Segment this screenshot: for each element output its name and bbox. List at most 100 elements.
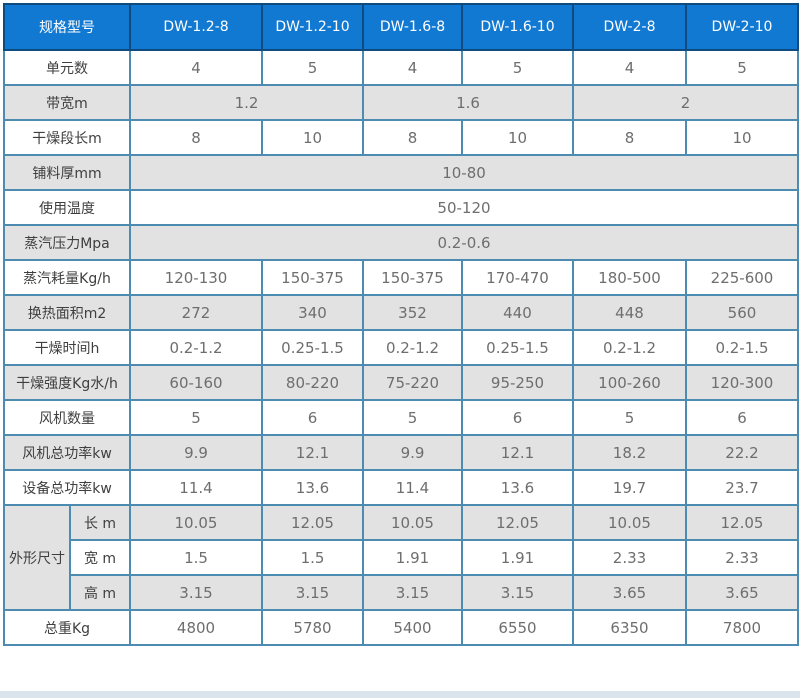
- row-fan-total-power: 风机总功率kw 9.9 12.1 9.9 12.1 18.2 22.2: [3, 434, 799, 471]
- cell: 13.6: [261, 469, 364, 506]
- cell: 5: [572, 399, 687, 436]
- cell: 0.2-1.2: [129, 329, 263, 366]
- cell: 5400: [362, 609, 463, 646]
- header-model: DW-2-10: [685, 3, 799, 51]
- cell: 352: [362, 294, 463, 331]
- row-label: 干燥段长m: [3, 119, 131, 156]
- cell: 5: [261, 49, 364, 86]
- row-label: 风机数量: [3, 399, 131, 436]
- cell: 10.05: [362, 504, 463, 541]
- row-steam-pressure: 蒸汽压力Mpa 0.2-0.6: [3, 224, 799, 261]
- cell: 5: [461, 49, 574, 86]
- cell: 75-220: [362, 364, 463, 401]
- cell: 5: [362, 399, 463, 436]
- cell: 120-300: [685, 364, 799, 401]
- cell: 9.9: [362, 434, 463, 471]
- cell: 10.05: [572, 504, 687, 541]
- row-label: 蒸汽压力Mpa: [3, 224, 131, 261]
- dimensions-group-label: 外形尺寸: [3, 504, 71, 611]
- cell: 272: [129, 294, 263, 331]
- row-total-weight: 总重Kg 4800 5780 5400 6550 6350 7800: [3, 609, 799, 646]
- cell: 6: [461, 399, 574, 436]
- cell: 0.2-1.2: [362, 329, 463, 366]
- cell: 2.33: [685, 539, 799, 576]
- header-row: 规格型号 DW-1.2-8 DW-1.2-10 DW-1.6-8 DW-1.6-…: [3, 3, 799, 51]
- cell: 100-260: [572, 364, 687, 401]
- cell: 10.05: [129, 504, 263, 541]
- cell: 8: [572, 119, 687, 156]
- cell: 1.91: [362, 539, 463, 576]
- cell: 11.4: [362, 469, 463, 506]
- cell: 4: [362, 49, 463, 86]
- row-label: 使用温度: [3, 189, 131, 226]
- cell: 1.2: [129, 84, 364, 121]
- cell: 120-130: [129, 259, 263, 296]
- cell: 9.9: [129, 434, 263, 471]
- cell: 60-160: [129, 364, 263, 401]
- cell: 560: [685, 294, 799, 331]
- row-label: 蒸汽耗量Kg/h: [3, 259, 131, 296]
- cell: 95-250: [461, 364, 574, 401]
- row-unit-count: 单元数 4 5 4 5 4 5: [3, 49, 799, 86]
- cell: 150-375: [261, 259, 364, 296]
- row-dimension-length: 外形尺寸 长 m 10.05 12.05 10.05 12.05 10.05 1…: [3, 504, 799, 611]
- header-model: DW-1.6-10: [461, 3, 574, 51]
- row-label: 干燥时间h: [3, 329, 131, 366]
- cell: 5780: [261, 609, 364, 646]
- cell: 0.2-0.6: [129, 224, 799, 261]
- cell: 80-220: [261, 364, 364, 401]
- cell: 10-80: [129, 154, 799, 191]
- row-label: 铺料厚mm: [3, 154, 131, 191]
- row-heat-exchange-area: 换热面积m2 272 340 352 440 448 560: [3, 294, 799, 331]
- dryer-spec-table: 规格型号 DW-1.2-8 DW-1.2-10 DW-1.6-8 DW-1.6-…: [3, 3, 799, 646]
- cell: 1.5: [261, 539, 364, 576]
- cell: 10: [685, 119, 799, 156]
- row-dimension-width: 宽 m 1.5 1.5 1.91 1.91 2.33 2.33: [4, 539, 799, 576]
- cell: 448: [572, 294, 687, 331]
- row-drying-section-length: 干燥段长m 8 10 8 10 8 10: [3, 119, 799, 156]
- cell: 170-470: [461, 259, 574, 296]
- row-operating-temperature: 使用温度 50-120: [3, 189, 799, 226]
- row-label: 总重Kg: [3, 609, 131, 646]
- cell: 0.25-1.5: [261, 329, 364, 366]
- cell: 18.2: [572, 434, 687, 471]
- cell: 3.15: [261, 574, 364, 611]
- row-label: 干燥强度Kg水/h: [3, 364, 131, 401]
- row-equipment-total-power: 设备总功率kw 11.4 13.6 11.4 13.6 19.7 23.7: [3, 469, 799, 506]
- row-label: 长 m: [69, 504, 131, 541]
- cell: 3.65: [572, 574, 687, 611]
- cell: 0.25-1.5: [461, 329, 574, 366]
- cell: 4: [572, 49, 687, 86]
- cell: 6550: [461, 609, 574, 646]
- cell: 10: [261, 119, 364, 156]
- header-model: DW-1.2-10: [261, 3, 364, 51]
- cell: 12.05: [685, 504, 799, 541]
- cell: 12.1: [461, 434, 574, 471]
- row-label: 设备总功率kw: [3, 469, 131, 506]
- cell: 50-120: [129, 189, 799, 226]
- cell: 0.2-1.5: [685, 329, 799, 366]
- row-drying-intensity: 干燥强度Kg水/h 60-160 80-220 75-220 95-250 10…: [3, 364, 799, 401]
- cell: 0.2-1.2: [572, 329, 687, 366]
- cell: 10: [461, 119, 574, 156]
- cell: 6350: [572, 609, 687, 646]
- header-model: DW-1.6-8: [362, 3, 463, 51]
- row-label: 单元数: [3, 49, 131, 86]
- row-label: 换热面积m2: [3, 294, 131, 331]
- cell: 180-500: [572, 259, 687, 296]
- cell: 4: [129, 49, 263, 86]
- row-label: 风机总功率kw: [3, 434, 131, 471]
- cell: 23.7: [685, 469, 799, 506]
- cell: 1.5: [129, 539, 263, 576]
- header-model: DW-2-8: [572, 3, 687, 51]
- cell: 2: [572, 84, 799, 121]
- bottom-divider-bar: [0, 691, 800, 698]
- row-label: 宽 m: [69, 539, 131, 576]
- cell: 5: [685, 49, 799, 86]
- cell: 12.05: [261, 504, 364, 541]
- row-label: 带宽m: [3, 84, 131, 121]
- row-drying-time: 干燥时间h 0.2-1.2 0.25-1.5 0.2-1.2 0.25-1.5 …: [3, 329, 799, 366]
- cell: 13.6: [461, 469, 574, 506]
- row-fan-count: 风机数量 5 6 5 6 5 6: [3, 399, 799, 436]
